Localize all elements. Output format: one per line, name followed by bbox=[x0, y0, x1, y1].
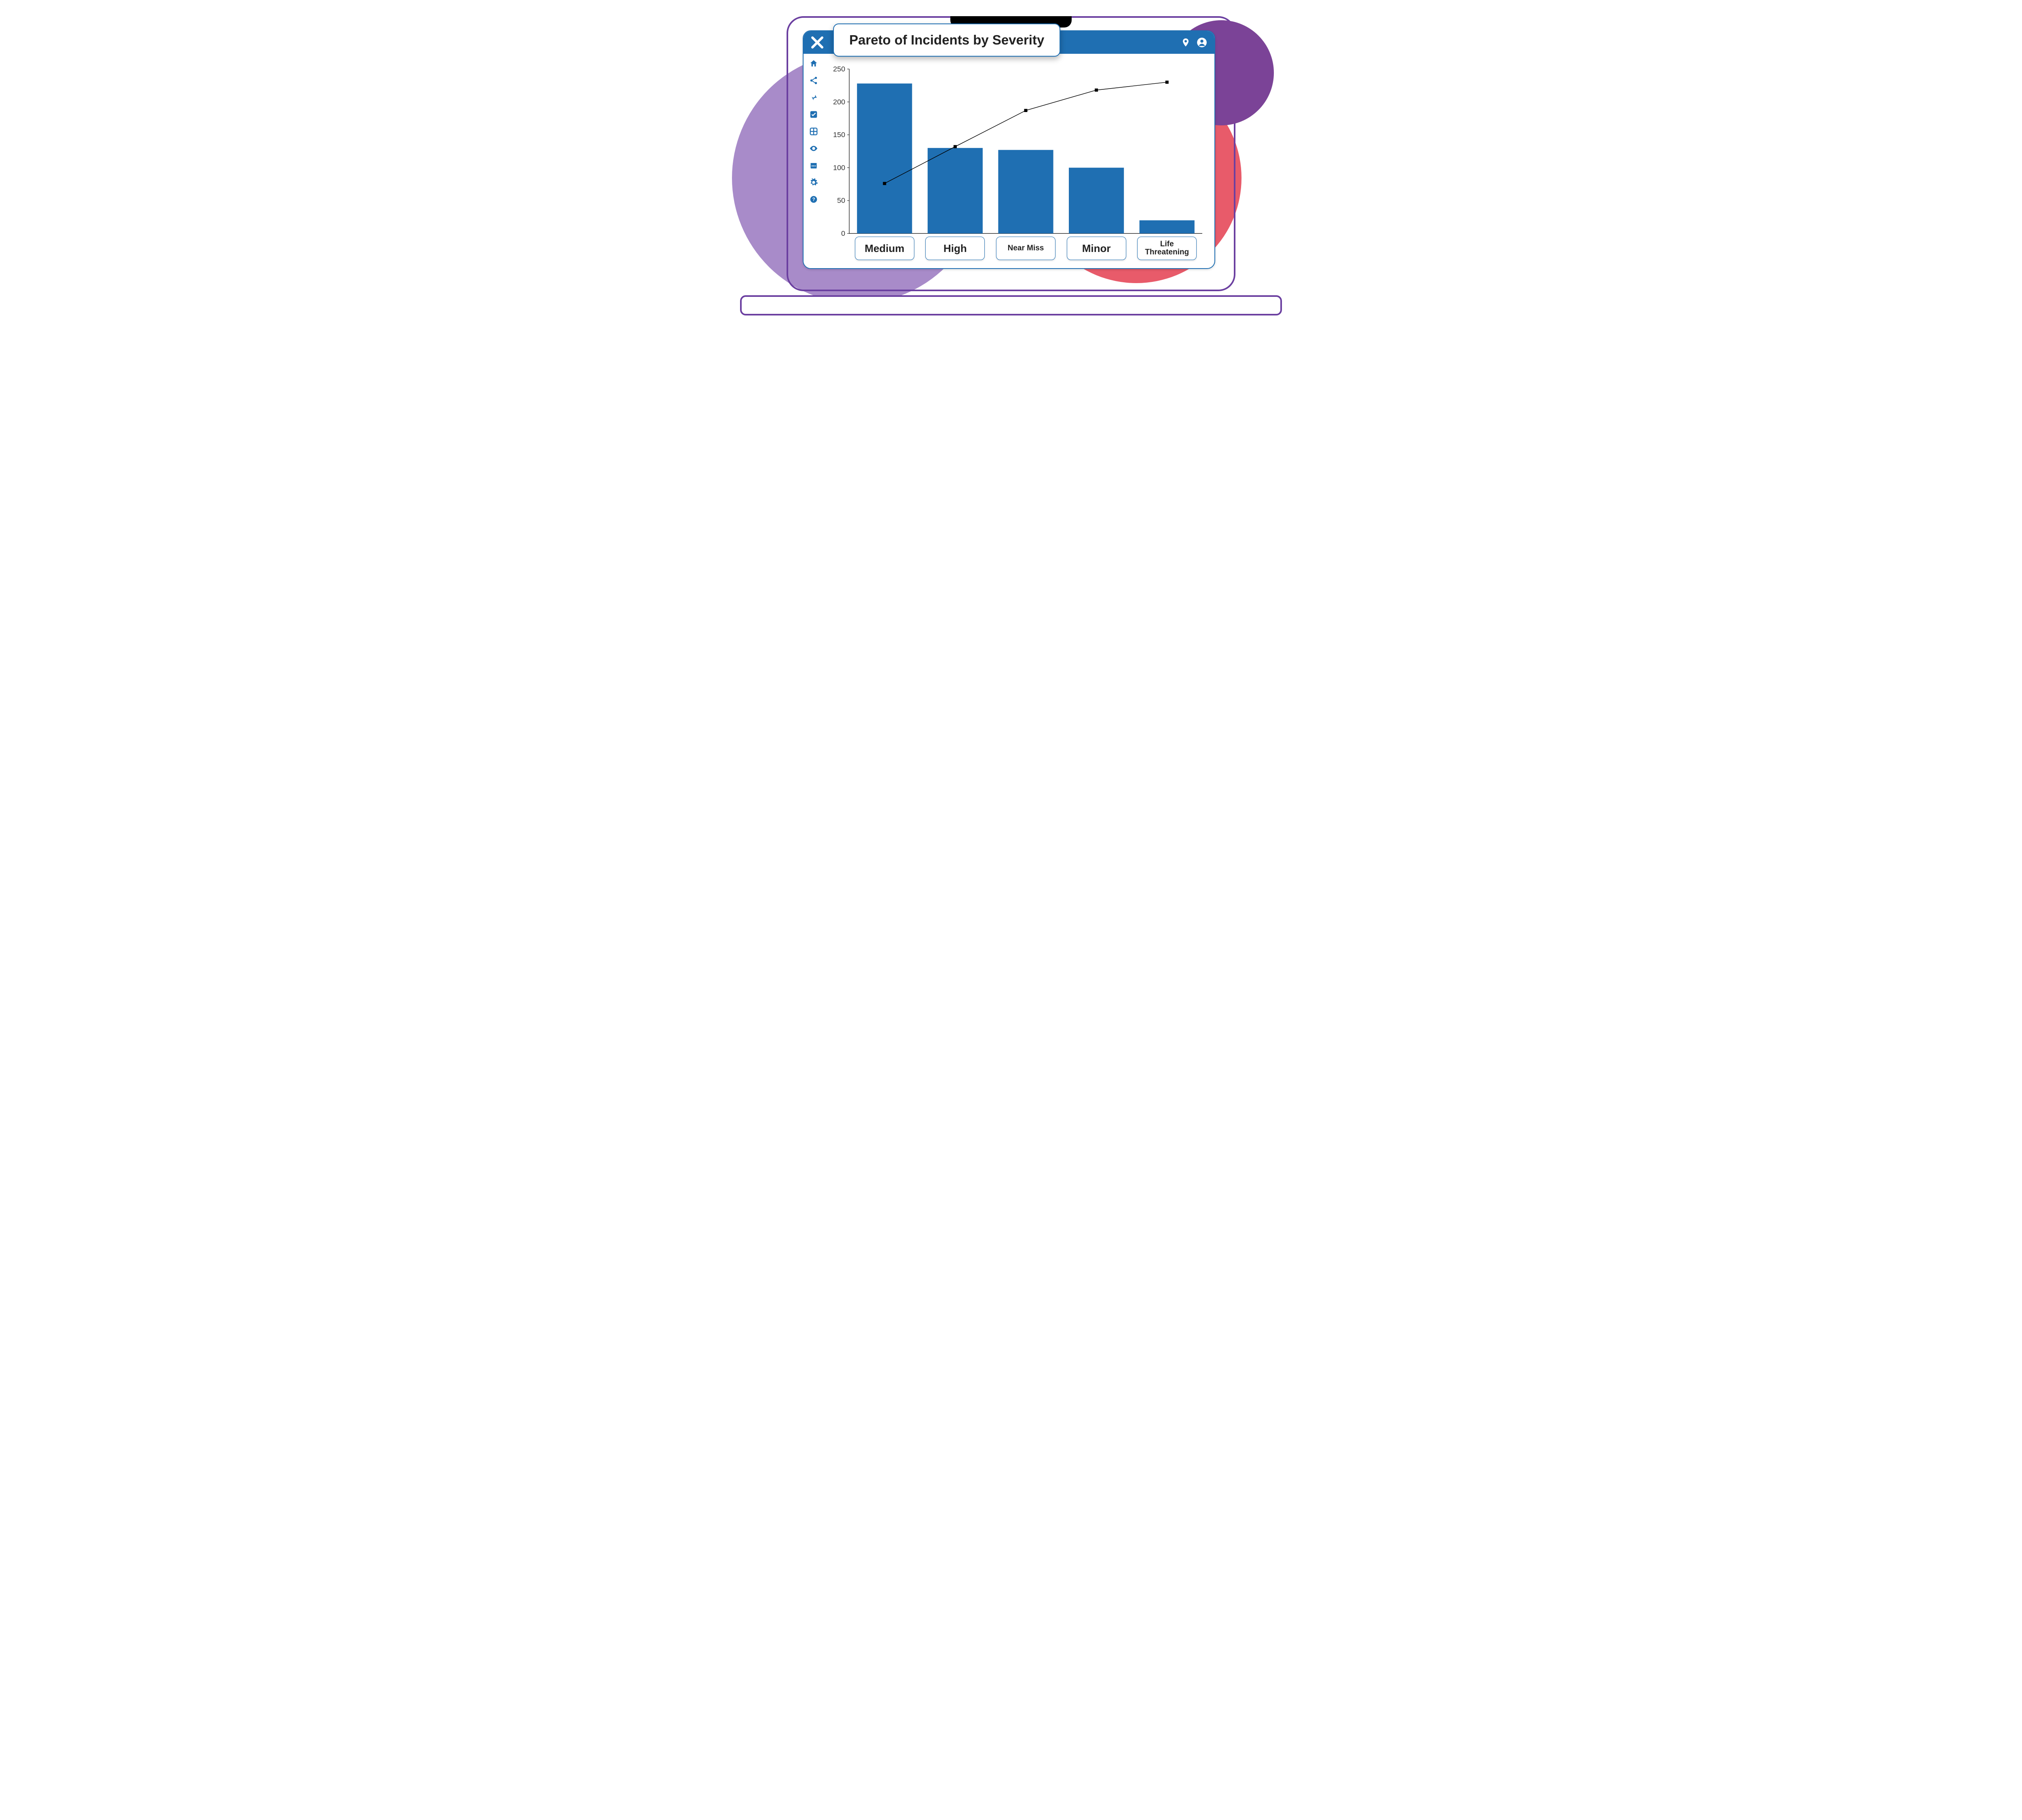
pareto-marker bbox=[1024, 109, 1028, 112]
home-icon[interactable] bbox=[809, 59, 819, 68]
ytick-label: 50 bbox=[837, 197, 845, 205]
eye-icon[interactable] bbox=[809, 144, 819, 153]
ytick-label: 0 bbox=[841, 229, 845, 237]
category-label[interactable]: Medium bbox=[855, 237, 914, 260]
pin-icon[interactable] bbox=[809, 93, 819, 102]
pareto-chart: 0 50 100 150 200 250 Medium High Near Miss Minor… bbox=[824, 54, 1214, 268]
app-logo[interactable] bbox=[811, 36, 824, 49]
bar bbox=[998, 150, 1053, 234]
category-label[interactable]: Near Miss bbox=[996, 237, 1055, 260]
pareto-marker bbox=[954, 145, 957, 148]
user-circle-icon[interactable] bbox=[1197, 37, 1207, 48]
category-label[interactable]: High bbox=[925, 237, 985, 260]
category-label[interactable]: Life Threatening bbox=[1137, 237, 1197, 260]
bar bbox=[1069, 168, 1124, 234]
bar bbox=[1140, 220, 1195, 234]
sidebar: ? bbox=[804, 54, 824, 268]
pareto-marker bbox=[1165, 80, 1169, 84]
ytick-label: 200 bbox=[833, 98, 845, 106]
help-circle-icon[interactable]: ? bbox=[809, 195, 819, 204]
bar bbox=[857, 83, 912, 233]
category-label[interactable]: Minor bbox=[1067, 237, 1126, 260]
location-pin-icon[interactable] bbox=[1180, 37, 1191, 48]
chart-title-card: Pareto of Incidents by Severity bbox=[833, 23, 1060, 57]
ytick-label: 100 bbox=[833, 164, 845, 172]
pareto-marker bbox=[1095, 89, 1098, 92]
chart-title-text: Pareto of Incidents by Severity bbox=[849, 32, 1044, 47]
app-body: ? 0 50 100 150 200 250 Medium High Near Miss Min… bbox=[804, 54, 1214, 268]
ytick-label: 150 bbox=[833, 131, 845, 139]
calendar-icon[interactable] bbox=[809, 161, 819, 170]
app-window: ? 0 50 100 150 200 250 Medium High Near Miss Min… bbox=[803, 30, 1215, 269]
check-square-icon[interactable] bbox=[809, 110, 819, 119]
svg-text:?: ? bbox=[812, 197, 815, 202]
stage: ? 0 50 100 150 200 250 Medium High Near Miss Min… bbox=[720, 0, 1302, 328]
ytick-label: 250 bbox=[833, 65, 845, 73]
gear-icon[interactable] bbox=[809, 178, 819, 187]
grid-icon[interactable] bbox=[809, 127, 819, 136]
laptop-base bbox=[740, 295, 1282, 315]
share-icon[interactable] bbox=[809, 76, 819, 85]
pareto-marker bbox=[883, 182, 886, 185]
bar bbox=[928, 148, 983, 233]
